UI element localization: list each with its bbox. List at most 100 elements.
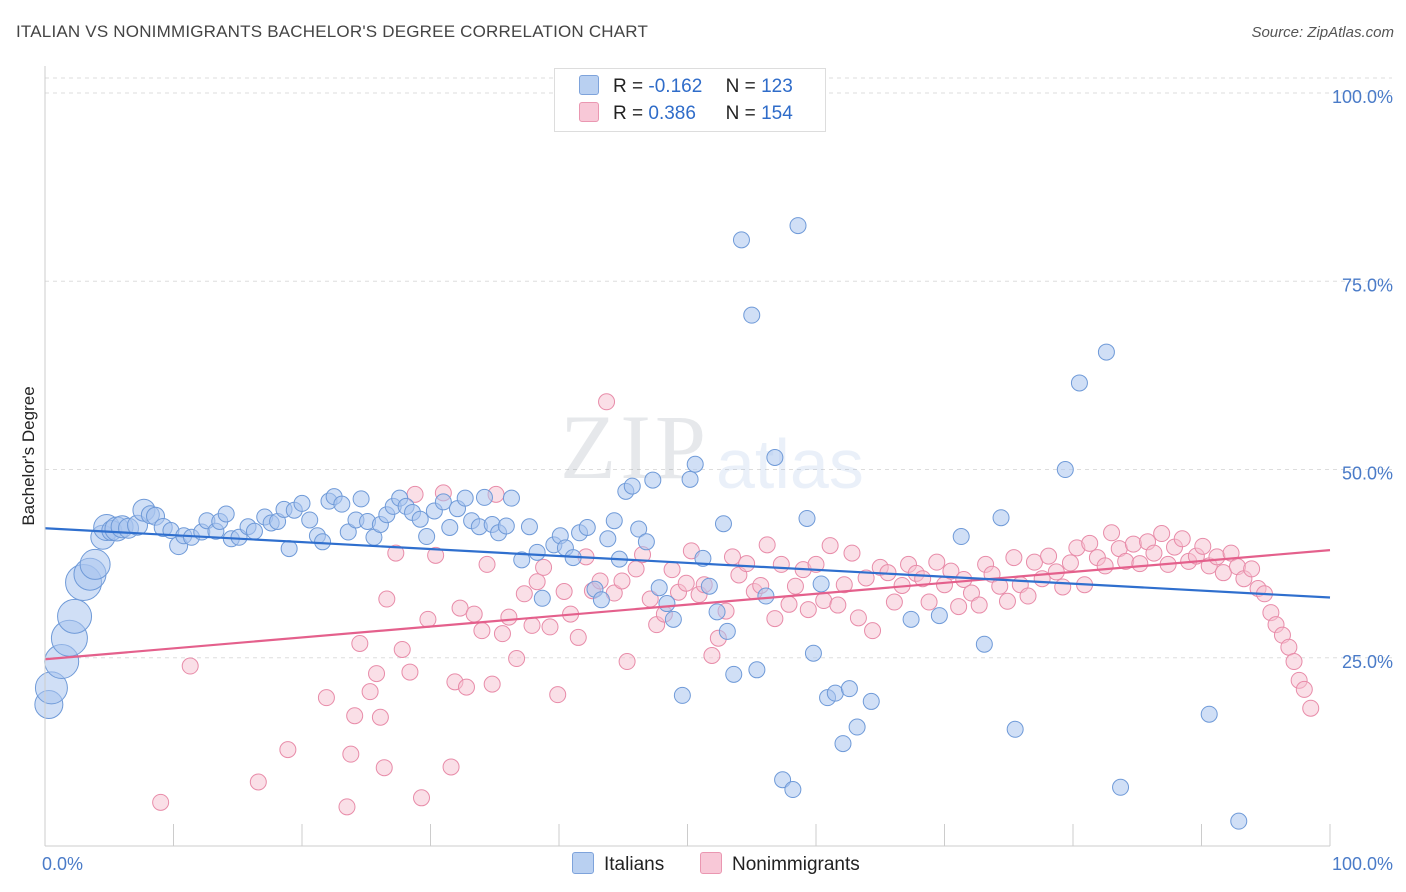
nonimmigrants-point <box>1005 549 1023 567</box>
nonimmigrants-point <box>613 572 631 590</box>
nonimmigrants-point <box>317 689 335 707</box>
italians-point <box>930 607 948 625</box>
italians-point <box>774 771 792 789</box>
bottom-legend-nonimmigrants: Nonimmigrants <box>700 852 860 876</box>
nonimmigrants-point <box>378 590 396 608</box>
axes <box>44 66 1331 847</box>
nonimmigrants-point <box>473 622 491 640</box>
nonimmigrants-swatch <box>579 102 599 122</box>
nonimmigrants-point <box>478 555 496 573</box>
legend-n-value: 123 <box>761 76 793 97</box>
nonimmigrants-point <box>1054 578 1072 596</box>
italians-point <box>217 505 235 523</box>
nonimmigrants-point <box>998 592 1016 610</box>
nonimmigrants-point <box>515 585 533 603</box>
nonimmigrants-point <box>1081 534 1099 552</box>
nonimmigrants-point <box>368 665 386 683</box>
italians-point <box>664 610 682 628</box>
italians-point <box>57 598 93 634</box>
nonimmigrants-point <box>1025 553 1043 571</box>
nonimmigrants-point <box>663 561 681 579</box>
nonimmigrants-point <box>677 574 695 592</box>
italians-point <box>757 587 775 605</box>
italians-point <box>441 519 459 537</box>
trend-lines <box>44 527 1331 661</box>
italians-legend-label: Italians <box>604 854 665 875</box>
italians-legend-swatch <box>572 852 594 874</box>
nonimmigrants-point <box>483 675 501 693</box>
legend-r-value: 0.386 <box>648 103 696 124</box>
italians-point <box>840 680 858 698</box>
legend-row-italians: R = -0.162 N = 123 <box>579 75 793 99</box>
gridlines <box>45 77 1392 659</box>
nonimmigrants-point <box>523 616 541 634</box>
italians-point <box>1097 343 1115 361</box>
nonimmigrants-point <box>1153 525 1171 543</box>
italians-point <box>475 488 493 506</box>
nonimmigrants-point <box>346 707 364 725</box>
italians-point <box>700 577 718 595</box>
nonimmigrants-point <box>508 650 526 668</box>
italians-point <box>658 595 676 613</box>
italians-point <box>804 644 822 662</box>
nonimmigrants-point <box>829 596 847 614</box>
nonimmigrants-point <box>598 393 616 411</box>
italians-point <box>605 512 623 530</box>
nonimmigrants-point <box>1295 680 1313 698</box>
nonimmigrants-point <box>857 569 875 587</box>
nonimmigrants-point <box>555 583 573 601</box>
nonimmigrants-point <box>1285 653 1303 671</box>
nonimmigrants-point <box>342 745 360 763</box>
italians-point <box>497 517 515 535</box>
nonimmigrants-point <box>772 555 790 573</box>
watermark-atlas: atlas <box>716 425 864 503</box>
chart-source: Source: ZipAtlas.com <box>1251 24 1394 41</box>
nonimmigrants-point <box>780 595 798 613</box>
nonimmigrants-point <box>738 555 756 573</box>
nonimmigrants-point <box>1194 537 1212 555</box>
nonimmigrants-point <box>387 544 405 562</box>
italians-point <box>314 533 332 551</box>
nonimmigrants-point <box>723 548 741 566</box>
nonimmigrants-point <box>758 536 776 554</box>
nonimmigrants-point <box>843 544 861 562</box>
nonimmigrants-point <box>451 599 469 617</box>
italians-point <box>352 490 370 508</box>
italians-point <box>301 511 319 529</box>
tick-labels: 25.0% 50.0% 75.0% 100.0% 0.0% 100.0% <box>42 87 1393 874</box>
nonimmigrants-point <box>427 546 445 564</box>
italians-point <box>513 551 531 569</box>
nonimmigrants-point <box>493 625 511 643</box>
italians-point <box>434 493 452 511</box>
italians-point <box>411 510 429 528</box>
nonimmigrants-point <box>835 576 853 594</box>
italians-point <box>245 522 263 540</box>
italians-point <box>418 528 436 546</box>
italians-point <box>708 603 726 621</box>
y-tick-label: 100.0% <box>1332 87 1393 107</box>
italians-point <box>1056 461 1074 479</box>
nonimmigrants-legend-swatch <box>700 852 722 874</box>
nonimmigrants-point <box>1040 547 1058 565</box>
italians-point <box>280 540 298 558</box>
italians-point <box>1070 374 1088 392</box>
nonimmigrants-point <box>549 686 567 704</box>
nonimmigrants-point <box>1145 544 1163 562</box>
nonimmigrants-point <box>181 657 199 675</box>
nonimmigrants-point <box>465 605 483 623</box>
nonimmigrants-point <box>799 601 817 619</box>
nonimmigrants-point <box>807 555 825 573</box>
nonimmigrants-point <box>849 609 867 627</box>
nonimmigrants-point <box>821 537 839 555</box>
nonimmigrants-point <box>864 622 882 640</box>
nonimmigrants-point <box>1280 638 1298 656</box>
nonimmigrants-point <box>249 773 267 791</box>
legend-n-label: N = <box>725 103 756 124</box>
italians-point <box>798 509 816 527</box>
italians-point <box>293 494 311 512</box>
italians-point <box>599 530 617 548</box>
nonimmigrants-point <box>413 789 431 807</box>
nonimmigrants-point <box>152 793 170 811</box>
italians-point <box>848 718 866 736</box>
legend-r-label: R = <box>613 103 644 124</box>
